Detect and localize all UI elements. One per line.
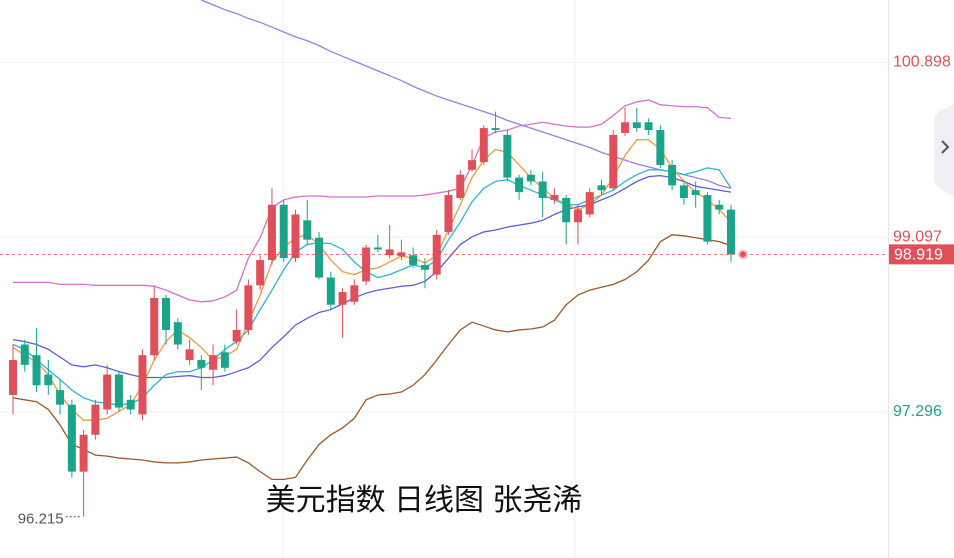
candle-body	[597, 185, 606, 191]
chevron-icon	[941, 140, 950, 154]
candle-body	[256, 260, 265, 286]
candle-body	[350, 285, 359, 302]
candle-body	[362, 247, 371, 282]
candle-body	[656, 130, 665, 165]
current-price-tag	[889, 244, 954, 265]
candle-body	[20, 344, 29, 365]
candle-body	[303, 220, 312, 240]
candle-body	[585, 192, 594, 215]
indicator-line	[12, 234, 732, 481]
candle-body	[444, 195, 453, 232]
candle-body	[420, 264, 429, 270]
candles	[9, 107, 735, 517]
candle-body	[562, 197, 571, 223]
candle-body	[44, 374, 53, 386]
candle-body	[632, 122, 641, 129]
candle-body	[185, 349, 194, 361]
candle-body	[150, 297, 159, 356]
candle-body	[279, 204, 288, 259]
low-label: 96.215	[18, 511, 64, 528]
candle-body	[538, 181, 547, 198]
candle-body	[491, 128, 500, 131]
y-tick-label: 100.898	[893, 54, 951, 71]
candle-body	[609, 134, 618, 189]
candle-body	[373, 247, 382, 250]
candle-body	[244, 285, 253, 330]
candle-body	[644, 122, 653, 131]
candle-body	[691, 190, 700, 196]
current-price-dot	[737, 249, 748, 260]
current-price-label: 98.919	[894, 247, 943, 264]
chart-title: 美元指数 日线图 张尧浠	[266, 484, 583, 517]
collapse-button[interactable]	[934, 104, 954, 196]
candle-body	[385, 249, 394, 256]
candle-body	[503, 134, 512, 178]
candle-body	[232, 329, 241, 342]
y-tick-label: 99.097	[893, 228, 942, 245]
candle-body	[550, 195, 559, 200]
y-tick-label: 97.296	[893, 403, 942, 420]
candle-body	[267, 204, 276, 261]
candle-body	[621, 122, 630, 133]
grid	[0, 61, 888, 413]
candle-body	[291, 214, 300, 259]
candle-body	[103, 374, 112, 410]
candle-body	[573, 209, 582, 223]
candle-body	[114, 374, 123, 408]
indicator-line	[12, 167, 732, 406]
candle-body	[668, 164, 677, 186]
candle-body	[67, 404, 76, 472]
candle-body	[468, 160, 477, 170]
candle-body	[56, 390, 65, 405]
candle-body	[209, 355, 218, 370]
indicator-line	[12, 174, 732, 379]
candle-body	[338, 292, 347, 305]
candle-body	[32, 355, 41, 386]
candle-body	[715, 204, 724, 210]
candle-body	[409, 255, 418, 265]
candle-body	[220, 352, 229, 368]
candle-body	[138, 355, 147, 415]
candle-body	[173, 322, 182, 345]
candle-body	[197, 360, 206, 368]
candle-body	[479, 128, 488, 163]
candle-body	[162, 297, 171, 330]
candle-body	[515, 177, 524, 193]
indicator-line	[13, 99, 732, 303]
candle-body	[79, 434, 88, 472]
candle-body	[326, 277, 335, 305]
indicator-line	[201, 0, 732, 189]
candle-body	[126, 399, 135, 410]
candle-body	[9, 360, 17, 395]
candle-body	[315, 237, 324, 278]
candle-body	[526, 174, 535, 182]
candle-body	[703, 195, 712, 242]
candle-body	[432, 234, 441, 275]
candle-body	[679, 185, 688, 198]
candle-body	[726, 209, 735, 255]
candle-body	[91, 404, 100, 435]
candle-body	[456, 174, 465, 198]
price-axis: 97.296 99.097 100.898 96.215 98.919	[0, 54, 954, 528]
candle-body	[397, 252, 406, 257]
